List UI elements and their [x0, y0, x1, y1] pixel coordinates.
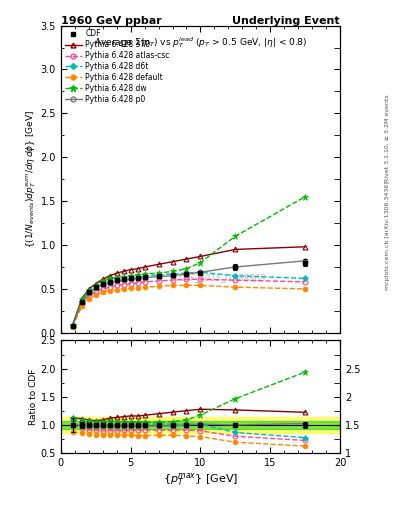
Bar	[61, 421, 340, 429]
Text: Underlying Event: Underlying Event	[232, 16, 340, 27]
Text: Rivet 3.1.10, ≥ 3.2M events: Rivet 3.1.10, ≥ 3.2M events	[385, 94, 389, 182]
Legend: CDF, Pythia 6.428 370, Pythia 6.428 atlas-csc, Pythia 6.428 d6t, Pythia 6.428 de: CDF, Pythia 6.428 370, Pythia 6.428 atla…	[63, 28, 171, 105]
Bar	[61, 417, 340, 433]
Text: CDF_2015_I1388868: CDF_2015_I1388868	[179, 273, 266, 282]
Text: 1960 GeV ppbar: 1960 GeV ppbar	[61, 16, 162, 27]
Text: Average $\Sigma(p_T)$ vs $p_T^{lead}$ ($p_T$ > 0.5 GeV, $|\eta|$ < 0.8): Average $\Sigma(p_T)$ vs $p_T^{lead}$ ($…	[94, 35, 307, 50]
Text: mcplots.cern.ch [arXiv:1306.3436]: mcplots.cern.ch [arXiv:1306.3436]	[385, 181, 389, 290]
Y-axis label: Ratio to CDF: Ratio to CDF	[29, 369, 38, 425]
Y-axis label: $\{(1/N_{events}) dp_T^{sum}/d\eta\, d\phi\}$ [GeV]: $\{(1/N_{events}) dp_T^{sum}/d\eta\, d\p…	[24, 110, 38, 248]
X-axis label: $\{p_T^{max}\}$ [GeV]: $\{p_T^{max}\}$ [GeV]	[163, 471, 238, 488]
